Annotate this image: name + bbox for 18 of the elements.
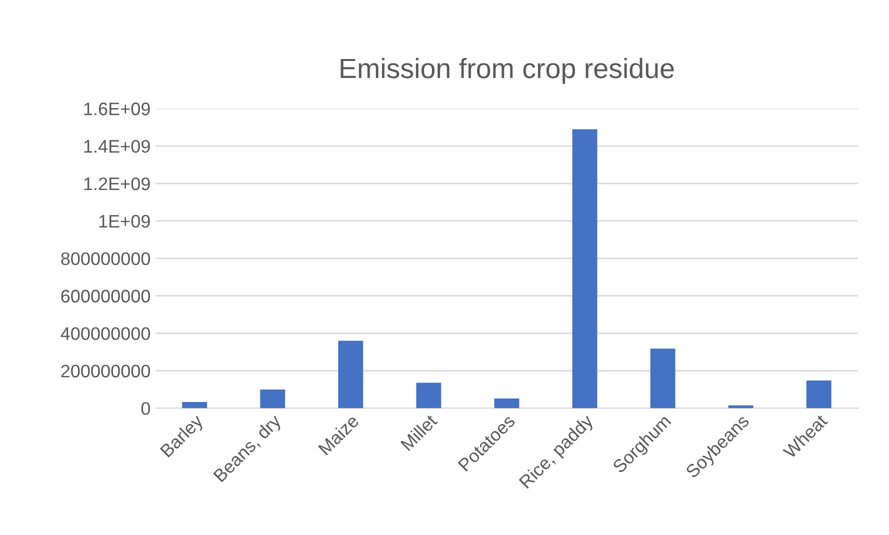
y-tick-label: 400000000	[60, 327, 150, 340]
bar	[182, 402, 208, 408]
y-tick-label: 800000000	[61, 252, 150, 266]
bar	[494, 398, 520, 408]
chart-title: Emission from crop residue	[340, 58, 674, 84]
y-tick-label: 1E+09	[99, 214, 150, 228]
y-tick-label: 600000000	[61, 290, 150, 303]
bar	[650, 348, 676, 408]
bar	[338, 340, 364, 408]
y-tick-label: 1.4E+09	[84, 140, 150, 153]
y-tick-label: 0	[141, 402, 150, 415]
bar	[806, 380, 832, 408]
y-tick-label: 200000000	[61, 364, 150, 378]
y-tick-label: 1.6E+09	[84, 102, 150, 116]
bar	[572, 129, 598, 408]
bar	[416, 382, 442, 408]
bar	[260, 389, 286, 408]
y-tick-label: 1.2E+09	[84, 177, 150, 190]
